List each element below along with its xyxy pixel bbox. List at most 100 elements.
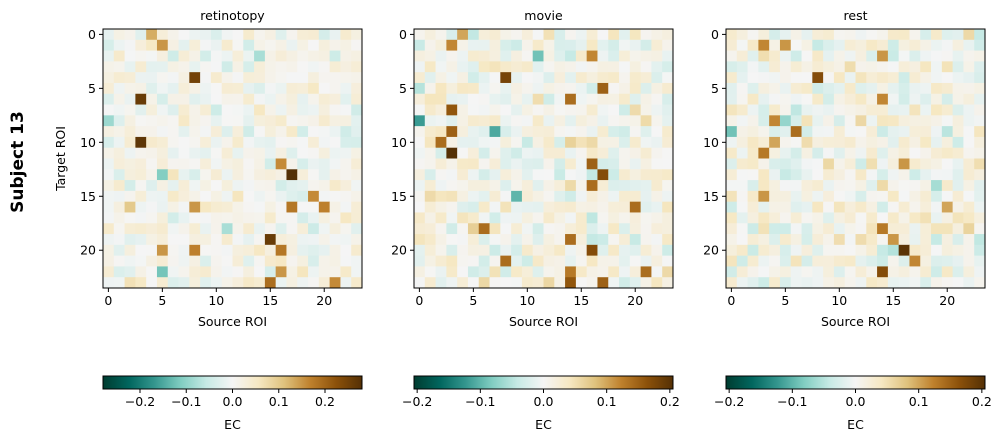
heatmap-cell	[308, 126, 320, 138]
heatmap-cell	[554, 104, 566, 116]
heatmap-cell	[200, 255, 212, 267]
heatmap-cell	[167, 244, 179, 257]
heatmap-cell	[521, 61, 534, 73]
heatmap-cell	[963, 255, 975, 267]
heatmap-cell	[736, 190, 748, 203]
heatmap-cell	[435, 244, 447, 257]
heatmap-cell	[726, 115, 738, 127]
heatmap-cell	[823, 212, 835, 224]
heatmap-cell	[286, 266, 298, 278]
heatmap-cell	[779, 29, 792, 41]
heatmap-cell	[489, 61, 501, 73]
heatmap-cell	[629, 39, 642, 51]
heatmap-cell	[844, 201, 856, 213]
heatmap-cell	[103, 72, 115, 84]
heatmap-cell	[124, 82, 136, 95]
heatmap-cell	[243, 212, 255, 224]
heatmap-cell	[435, 115, 447, 127]
heatmap-cell	[113, 169, 125, 181]
heatmap-cell	[210, 93, 223, 105]
heatmap-cell	[532, 136, 544, 149]
heatmap-cell	[887, 212, 900, 224]
heatmap-cell	[200, 72, 212, 84]
heatmap-cell	[178, 201, 190, 213]
heatmap-cell	[113, 180, 125, 192]
heatmap-cell	[941, 72, 954, 84]
heatmap-cell	[619, 158, 631, 170]
heatmap-cell	[758, 244, 770, 257]
heatmap-cell	[275, 82, 287, 95]
heatmap-cell	[318, 223, 331, 235]
heatmap-cell	[146, 277, 158, 289]
heatmap-cell	[662, 61, 674, 73]
heatmap-cell	[736, 180, 748, 192]
heatmap-cell	[489, 190, 501, 203]
heatmap-cell	[340, 234, 352, 246]
heatmap-cell	[629, 93, 642, 105]
heatmap-cell	[478, 104, 490, 116]
heatmap-cell	[920, 104, 932, 116]
heatmap-cell	[812, 104, 824, 116]
heatmap-cell	[243, 234, 255, 246]
heatmap-cell	[124, 61, 136, 73]
heatmap-cell	[435, 201, 447, 213]
heatmap-cell	[909, 136, 921, 149]
heatmap-cell	[103, 234, 115, 246]
heatmap-cell	[866, 158, 878, 170]
x-tick-label: 15	[885, 293, 901, 308]
y-tick-label: 0	[88, 27, 96, 42]
heatmap-cell	[543, 50, 555, 62]
heatmap-cell	[329, 234, 341, 246]
heatmap-cell	[414, 136, 426, 149]
heatmap-cell	[243, 266, 255, 278]
heatmap-cell	[500, 255, 512, 267]
heatmap-cell	[801, 266, 813, 278]
heatmap-cell	[920, 147, 932, 159]
heatmap-cell	[500, 277, 512, 289]
heatmap-cell	[747, 201, 759, 213]
heatmap-cell	[424, 180, 436, 192]
heatmap-cell	[467, 104, 480, 116]
heatmap-cell	[597, 50, 609, 62]
heatmap-cell	[877, 104, 889, 116]
heatmap-cell	[124, 180, 136, 192]
heatmap-cell	[178, 72, 190, 84]
heatmap-cell	[779, 212, 792, 224]
heatmap-cell	[500, 50, 512, 62]
heatmap-cell	[146, 223, 158, 235]
heatmap-cell	[329, 180, 341, 192]
heatmap-cell	[758, 147, 770, 159]
heatmap-cell	[113, 277, 125, 289]
heatmap-cell	[769, 266, 781, 278]
heatmap-cell	[543, 169, 555, 181]
heatmap-cell	[308, 72, 320, 84]
heatmap-cell	[511, 126, 523, 138]
heatmap-cell	[833, 169, 846, 181]
heatmap-cell	[532, 234, 544, 246]
heatmap-cell	[629, 61, 642, 73]
heatmap-cell	[726, 50, 738, 62]
heatmap-cell	[414, 255, 426, 267]
heatmap-cell	[619, 39, 631, 51]
heatmap-cell	[974, 29, 986, 41]
heatmap-cell	[941, 277, 954, 289]
heatmap-cell	[597, 212, 609, 224]
heatmap-cell	[511, 169, 523, 181]
heatmap-cell	[597, 72, 609, 84]
heatmap-cell	[736, 115, 748, 127]
heatmap-cell	[898, 82, 910, 95]
heatmap-cell	[941, 29, 954, 41]
heatmap-cell	[963, 223, 975, 235]
heatmap-cell	[586, 266, 598, 278]
heatmap-cell	[286, 244, 298, 257]
heatmap-cell	[586, 223, 598, 235]
heatmap-cell	[467, 61, 480, 73]
heatmap-cell	[297, 212, 309, 224]
heatmap-cell	[243, 147, 255, 159]
heatmap-cell	[941, 212, 954, 224]
heatmap-cell	[823, 147, 835, 159]
heatmap-cell	[952, 126, 964, 138]
heatmap-cell	[779, 255, 792, 267]
heatmap-cell	[736, 223, 748, 235]
heatmap-cell	[877, 158, 889, 170]
